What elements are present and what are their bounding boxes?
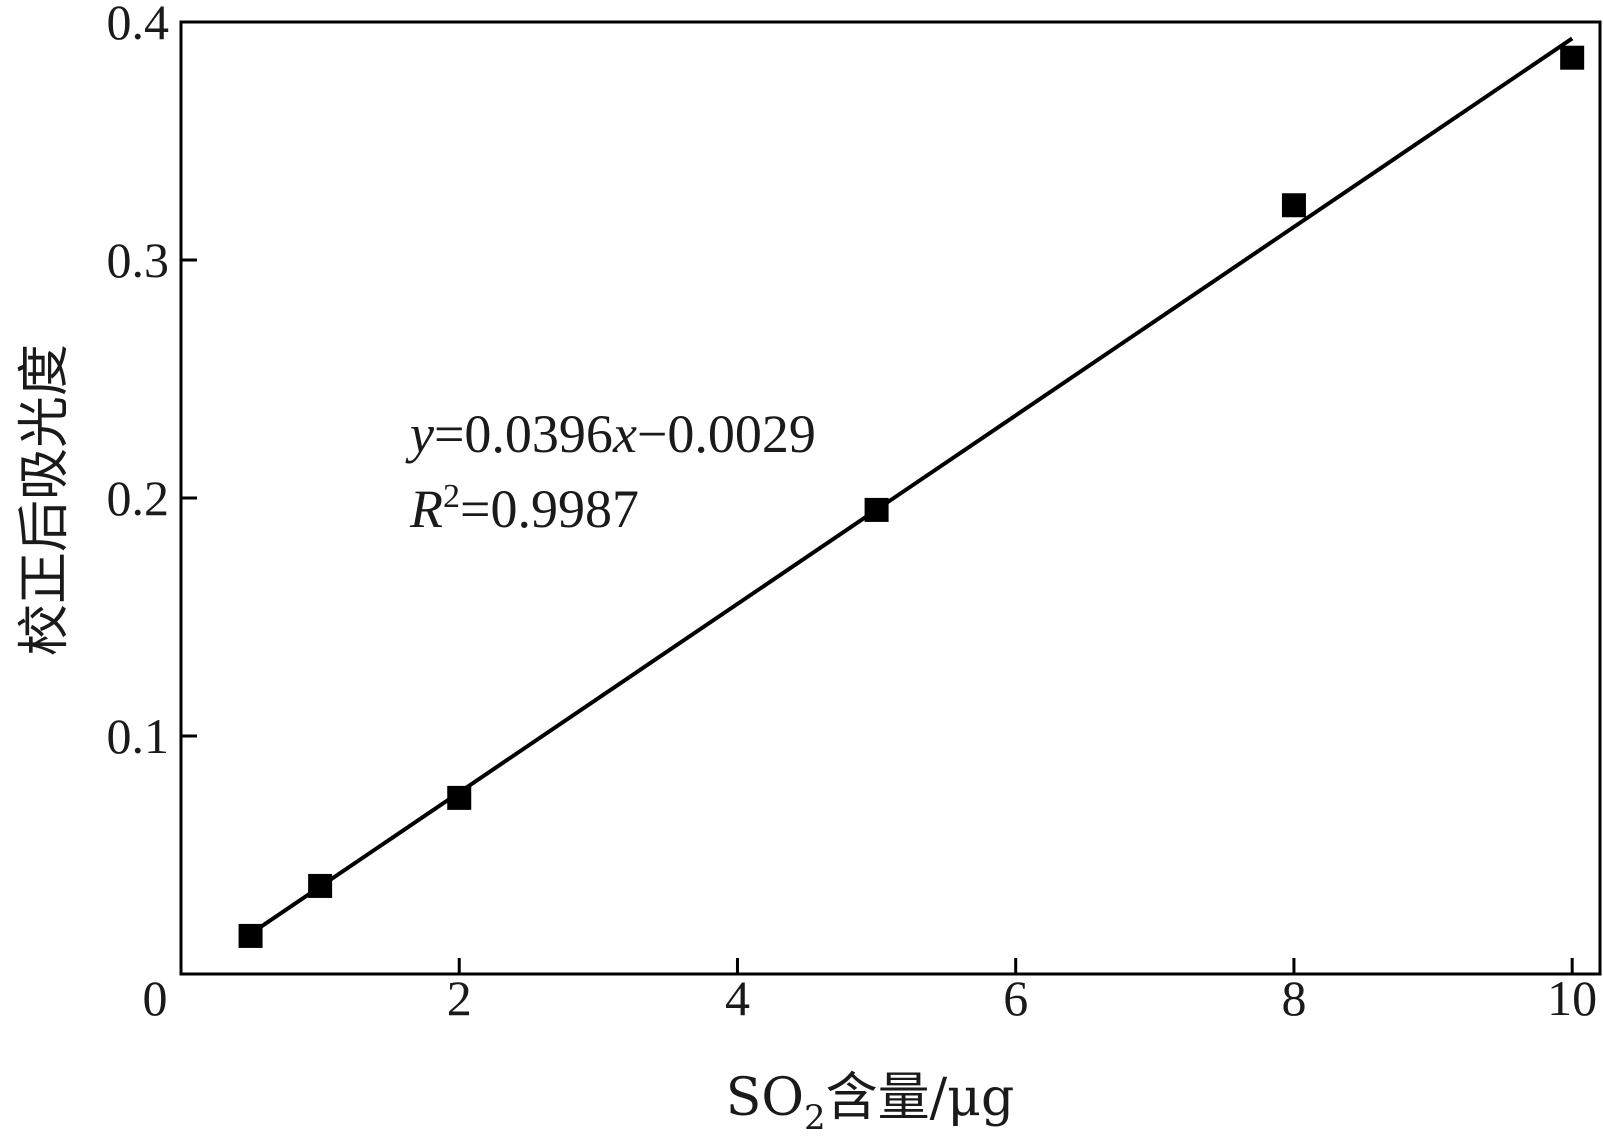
data-point xyxy=(238,923,263,948)
origin-label: 0 xyxy=(143,970,168,1026)
r-symbol: R xyxy=(409,479,443,539)
y-tick-label: 0.2 xyxy=(107,470,170,526)
data-point xyxy=(1560,45,1585,70)
regression-equation: y=0.0396x−0.0029 xyxy=(405,404,816,464)
x-axis-title-suffix: 含量/μg xyxy=(826,1068,1015,1128)
x-tick-label: 2 xyxy=(447,970,472,1026)
equation-slope: =0.0396 xyxy=(434,404,613,464)
data-point xyxy=(447,785,472,810)
equation-y-var: y xyxy=(405,404,434,464)
fit-line-layer xyxy=(249,36,1574,936)
x-tick-label: 6 xyxy=(1003,970,1028,1026)
data-point xyxy=(864,497,889,522)
data-points xyxy=(238,45,1585,948)
r-squared-value: =0.9987 xyxy=(460,479,639,539)
x-axis-title: SO2含量/μg xyxy=(726,1068,1015,1138)
y-tick-label: 0.4 xyxy=(107,0,170,50)
y-axis-ticks: 0.1 0.2 0.3 0.4 xyxy=(107,0,197,764)
x-tick-label: 8 xyxy=(1281,970,1306,1026)
r-squared-label: R2=0.9987 xyxy=(409,478,639,539)
regression-line xyxy=(249,36,1574,936)
y-tick-label: 0.3 xyxy=(107,232,170,288)
x-axis-title-subscript: 2 xyxy=(804,1098,826,1138)
equation-x-var: x xyxy=(612,404,637,464)
x-axis-title-prefix: SO xyxy=(726,1068,804,1128)
y-tick-label: 0.1 xyxy=(107,708,170,764)
r-superscript: 2 xyxy=(443,478,460,515)
equation-intercept: −0.0029 xyxy=(637,404,816,464)
y-axis-title: 校正后吸光度 xyxy=(15,344,75,656)
x-tick-label: 4 xyxy=(725,970,750,1026)
x-tick-label: 10 xyxy=(1547,970,1597,1026)
x-axis-ticks: 2 4 6 8 10 xyxy=(447,958,1597,1026)
data-point xyxy=(1281,193,1306,218)
data-point xyxy=(308,873,333,898)
